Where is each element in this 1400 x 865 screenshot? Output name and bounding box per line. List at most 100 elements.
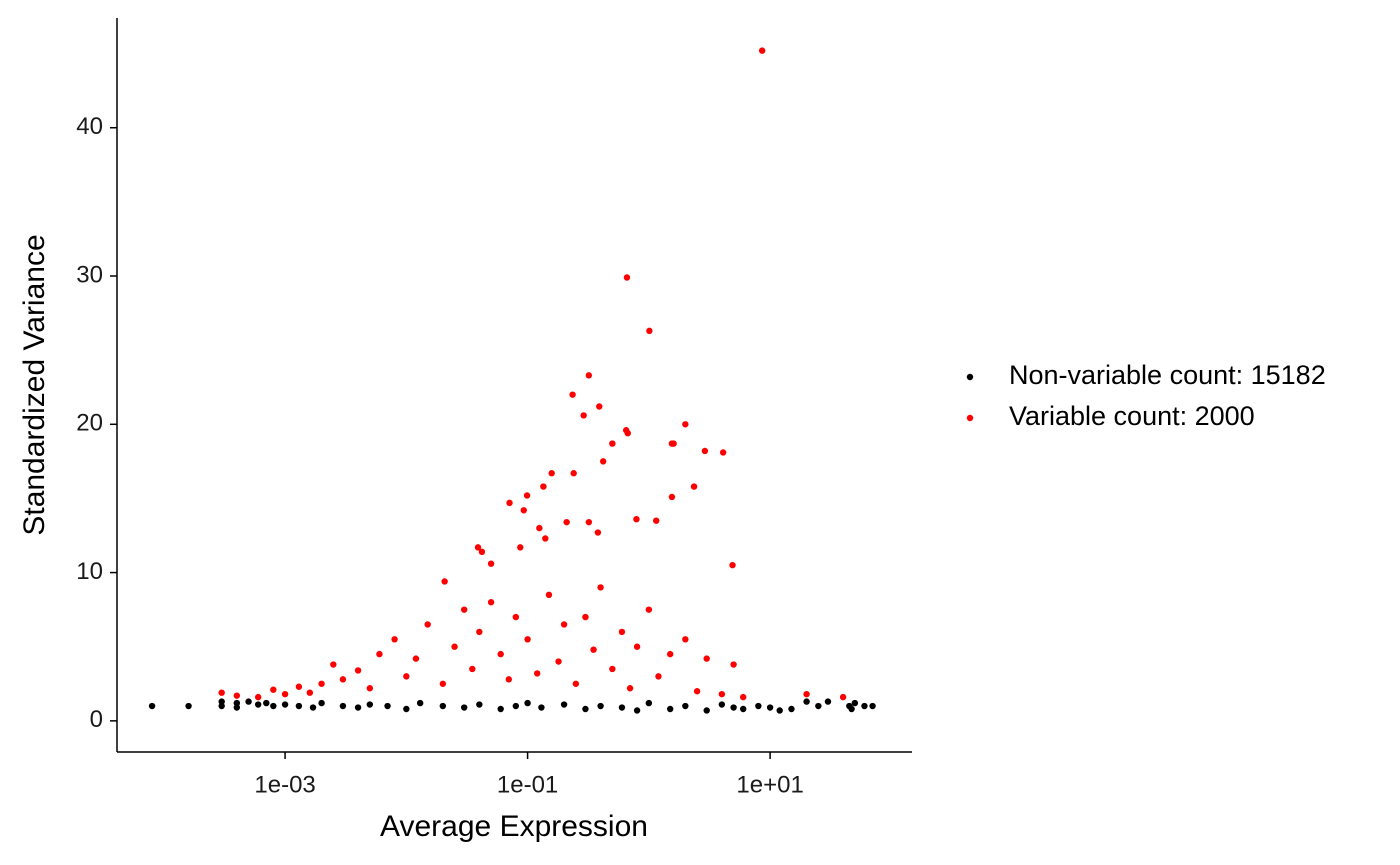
point [295,683,303,690]
point [354,704,362,711]
legend-label: Variable count: 2000 [1009,401,1255,431]
point [366,685,374,692]
y-axis-title: Standardized Variance [18,234,51,535]
point [270,702,277,710]
point [517,544,524,551]
point [718,701,726,708]
point [670,440,677,447]
point [703,655,710,662]
point [609,665,616,673]
point [572,680,580,687]
point [633,707,641,714]
point [412,655,420,662]
point [218,698,225,705]
point [848,705,855,713]
legend-marker [966,414,974,422]
point [585,372,593,379]
point [469,665,476,673]
point [682,421,689,428]
point [524,636,531,643]
point [376,650,383,658]
point [512,702,520,710]
point [439,702,447,710]
point [594,529,602,536]
point [788,705,795,713]
point [666,705,674,713]
point [391,636,398,643]
point [624,429,631,437]
y-tick-label: 40 [76,113,103,140]
point [729,561,736,569]
point [281,690,289,698]
point [318,699,325,707]
point [633,643,641,650]
point [487,560,495,567]
point [646,327,653,335]
point [233,699,241,707]
point [536,524,543,532]
point [776,707,783,714]
point [596,403,603,410]
point [185,702,192,710]
point [803,698,810,705]
point [497,705,504,713]
point [548,470,555,477]
point [542,535,549,542]
point [474,544,482,551]
point [645,606,653,613]
point [460,704,468,711]
point [497,650,504,658]
point [739,705,747,713]
point [739,693,747,701]
point [416,699,424,707]
point [582,705,589,713]
point [478,548,486,556]
point [460,606,468,613]
point [597,584,604,591]
point [441,578,448,585]
point [403,673,410,680]
point [851,699,859,707]
point [318,680,325,687]
legend-label: Non-variable count: 15182 [1009,360,1326,390]
point [512,613,520,621]
point [403,705,410,713]
point [533,670,541,677]
point [295,702,303,710]
point [719,449,727,456]
point [569,391,576,398]
point [701,447,709,455]
point [523,492,531,499]
point [424,621,431,628]
point [218,689,225,696]
point [599,458,607,465]
point [281,701,289,708]
legend-marker [966,373,974,381]
point [869,702,876,710]
point [597,702,604,710]
point [690,483,698,490]
point [245,698,252,705]
point [609,440,616,447]
x-tick-label: 1e-01 [497,771,558,798]
point [538,704,545,711]
point [384,702,391,710]
point [560,701,568,708]
point [580,412,587,419]
point [366,701,374,708]
point [476,701,483,708]
point [766,704,774,711]
point [655,673,662,680]
point [653,517,660,524]
point [233,692,241,699]
y-tick-label: 0 [90,706,103,733]
point [618,628,626,636]
point [730,661,737,668]
point [560,621,568,628]
point [570,470,577,477]
x-tick-label: 1e-03 [254,771,315,798]
point [815,702,822,710]
point [682,636,689,643]
point [354,667,362,674]
